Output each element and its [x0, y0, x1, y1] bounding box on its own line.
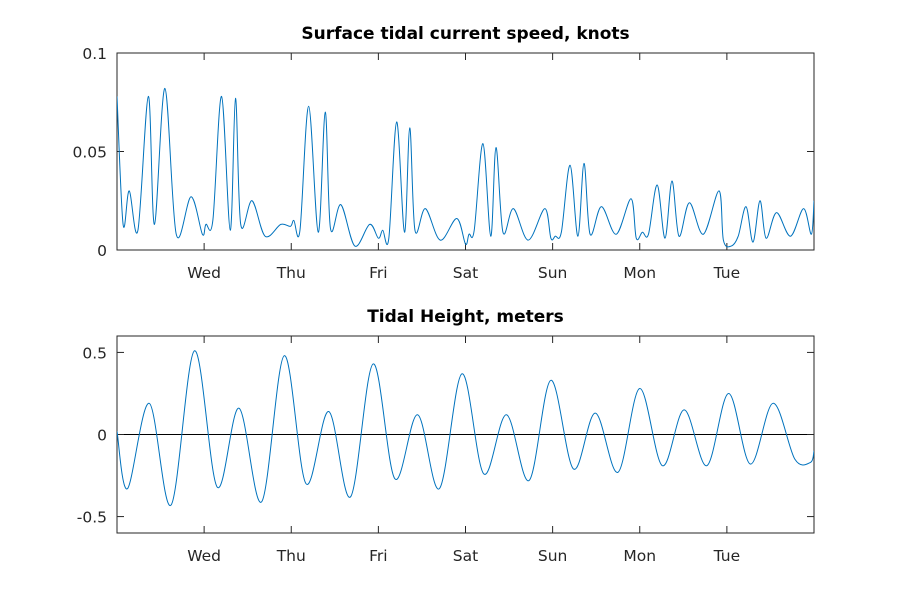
- current-speed-x-tick-label: Sun: [538, 264, 568, 282]
- tidal-height-ticks: Wed Thu Fri Sat Sun Mon Tue -0.5 0 0.5: [77, 336, 814, 565]
- tidal-height-x-tick-label: Thu: [276, 547, 306, 565]
- current-speed-x-tick-label: Mon: [623, 264, 656, 282]
- tidal-height-chart: Wed Thu Fri Sat Sun Mon Tue -0.5 0 0.5 Tidal Heig…: [77, 307, 815, 565]
- tidal-height-x-tick-label: Sat: [453, 547, 478, 565]
- tidal-height-x-tick-label: Mon: [623, 547, 656, 565]
- tidal-height-chart-title: Tidal Height, meters: [367, 307, 564, 327]
- tidal-height-y-tick-label: 0: [97, 427, 107, 445]
- current-speed-series-line: [117, 87, 814, 248]
- current-speed-x-tick-label: Sat: [453, 264, 478, 282]
- current-speed-x-tick-label: Fri: [369, 264, 387, 282]
- current-speed-y-tick-label: 0.1: [82, 45, 107, 63]
- current-speed-ticks: Wed Thu Fri Sat Sun Mon Tue 0 0.05 0.1: [72, 45, 814, 282]
- tidal-height-x-tick-label: Sun: [538, 547, 568, 565]
- current-speed-x-tick-label: Tue: [713, 264, 740, 282]
- current-speed-chart-title: Surface tidal current speed, knots: [301, 24, 629, 44]
- tidal-height-y-tick-label: 0.5: [82, 344, 107, 362]
- tidal-height-x-tick-label: Tue: [713, 547, 740, 565]
- tidal-height-x-tick-label: Fri: [369, 547, 387, 565]
- tidal-height-y-tick-label: -0.5: [77, 509, 107, 527]
- current-speed-y-tick-label: 0.05: [72, 144, 107, 162]
- current-speed-x-tick-label: Thu: [276, 264, 306, 282]
- tidal-height-x-tick-label: Wed: [187, 547, 221, 565]
- current-speed-x-tick-label: Wed: [187, 264, 221, 282]
- current-speed-chart: Wed Thu Fri Sat Sun Mon Tue 0 0.05 0.1 Surface ti…: [72, 24, 815, 282]
- current-speed-y-tick-label: 0: [97, 242, 107, 260]
